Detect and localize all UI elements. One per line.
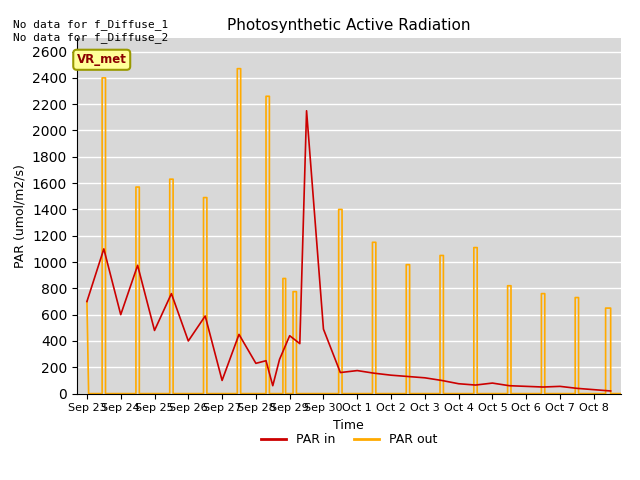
PAR in bbox=[353, 368, 361, 373]
PAR in bbox=[573, 385, 580, 391]
PAR in bbox=[522, 384, 530, 389]
PAR out bbox=[572, 391, 579, 396]
PAR in bbox=[252, 360, 260, 366]
PAR out bbox=[575, 391, 582, 396]
PAR in bbox=[218, 378, 226, 384]
Y-axis label: PAR (umol/m2/s): PAR (umol/m2/s) bbox=[13, 164, 26, 268]
PAR in bbox=[540, 384, 547, 390]
PAR out bbox=[591, 391, 599, 396]
PAR in bbox=[296, 341, 303, 347]
PAR out bbox=[250, 391, 258, 396]
PAR in bbox=[269, 383, 276, 389]
PAR out bbox=[617, 391, 625, 396]
PAR in bbox=[303, 108, 310, 114]
PAR in bbox=[590, 387, 598, 393]
PAR out bbox=[389, 391, 397, 396]
PAR in bbox=[117, 312, 125, 318]
Legend: PAR in, PAR out: PAR in, PAR out bbox=[255, 428, 442, 451]
Line: PAR in: PAR in bbox=[87, 111, 611, 391]
PAR in bbox=[235, 332, 243, 337]
X-axis label: Time: Time bbox=[333, 419, 364, 432]
PAR in bbox=[319, 326, 327, 332]
PAR in bbox=[438, 378, 445, 384]
PAR in bbox=[286, 333, 294, 338]
PAR in bbox=[337, 370, 344, 375]
Title: Photosynthetic Active Radiation: Photosynthetic Active Radiation bbox=[227, 18, 470, 33]
PAR in bbox=[488, 380, 496, 386]
PAR in bbox=[262, 358, 270, 363]
PAR in bbox=[168, 291, 175, 297]
PAR out bbox=[84, 391, 92, 396]
PAR in bbox=[371, 371, 378, 376]
PAR out bbox=[575, 295, 582, 300]
PAR in bbox=[387, 372, 395, 378]
Line: PAR out: PAR out bbox=[87, 69, 621, 394]
PAR in bbox=[276, 357, 284, 362]
PAR out bbox=[234, 66, 241, 72]
Text: No data for f_Diffuse_1
No data for f_Diffuse_2: No data for f_Diffuse_1 No data for f_Di… bbox=[13, 19, 168, 43]
PAR in bbox=[134, 263, 141, 268]
PAR in bbox=[202, 313, 209, 319]
PAR in bbox=[421, 375, 429, 381]
PAR in bbox=[472, 382, 479, 388]
PAR in bbox=[150, 327, 158, 333]
PAR out bbox=[83, 299, 91, 304]
PAR in bbox=[100, 246, 108, 252]
PAR in bbox=[607, 388, 614, 394]
Text: VR_met: VR_met bbox=[77, 53, 127, 66]
PAR in bbox=[455, 381, 463, 386]
PAR in bbox=[506, 383, 513, 389]
PAR in bbox=[556, 384, 564, 389]
PAR in bbox=[184, 338, 192, 344]
PAR in bbox=[404, 373, 412, 379]
PAR in bbox=[83, 299, 91, 304]
